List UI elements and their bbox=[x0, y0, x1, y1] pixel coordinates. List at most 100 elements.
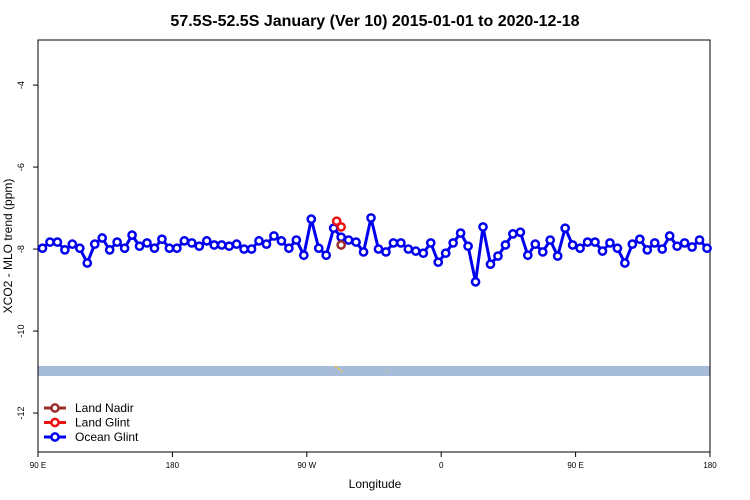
land-strip bbox=[38, 366, 710, 376]
point bbox=[291, 235, 302, 245]
point bbox=[410, 246, 421, 256]
point bbox=[590, 237, 600, 247]
point bbox=[52, 237, 63, 247]
point bbox=[60, 245, 70, 255]
point bbox=[560, 223, 570, 234]
y-tick-label: -8 bbox=[16, 245, 26, 253]
legend-label: Land Nadir bbox=[75, 401, 134, 415]
point bbox=[373, 244, 384, 254]
x-tick-label: 90 W bbox=[297, 461, 316, 470]
land-dot bbox=[386, 370, 388, 372]
point bbox=[455, 228, 466, 238]
point bbox=[194, 241, 205, 252]
point bbox=[515, 227, 526, 238]
point bbox=[672, 241, 682, 252]
point bbox=[620, 258, 630, 268]
point bbox=[396, 238, 406, 248]
point bbox=[276, 236, 287, 246]
x-tick-label: 90 E bbox=[567, 461, 583, 470]
point bbox=[186, 238, 197, 248]
point bbox=[261, 239, 272, 250]
point bbox=[321, 250, 332, 261]
land-dot bbox=[334, 365, 338, 369]
point bbox=[627, 239, 638, 250]
point bbox=[231, 239, 242, 250]
point bbox=[425, 238, 436, 248]
point bbox=[74, 243, 85, 254]
point bbox=[112, 237, 122, 247]
point bbox=[358, 247, 369, 257]
x-axis-label: Longitude bbox=[349, 477, 402, 491]
y-tick-label: -10 bbox=[16, 325, 26, 338]
legend-label: Ocean Glint bbox=[75, 430, 139, 444]
point bbox=[664, 231, 675, 241]
point bbox=[246, 244, 257, 254]
point bbox=[82, 258, 93, 268]
point bbox=[582, 237, 593, 247]
y-tick-label: -4 bbox=[16, 81, 26, 89]
point bbox=[127, 230, 137, 240]
point bbox=[366, 213, 376, 223]
point bbox=[478, 222, 488, 232]
point bbox=[134, 241, 145, 252]
land-dot bbox=[337, 367, 341, 371]
point bbox=[634, 234, 645, 245]
point bbox=[37, 243, 48, 254]
point bbox=[343, 235, 354, 245]
point bbox=[164, 243, 175, 254]
point bbox=[284, 243, 294, 254]
x-tick-label: 0 bbox=[439, 461, 444, 470]
point bbox=[298, 250, 309, 261]
y-axis-label: XCO2 - MLO trend (ppm) bbox=[1, 179, 15, 314]
legend-swatch bbox=[50, 432, 60, 442]
point bbox=[306, 214, 317, 224]
point bbox=[89, 239, 100, 250]
legend-swatch bbox=[50, 417, 60, 428]
point bbox=[149, 243, 160, 254]
point bbox=[336, 222, 346, 232]
point bbox=[687, 242, 697, 252]
point bbox=[201, 236, 212, 246]
x-tick-label: 90 E bbox=[30, 461, 46, 470]
point bbox=[119, 243, 130, 254]
point bbox=[605, 238, 615, 248]
point bbox=[269, 231, 279, 241]
point bbox=[403, 244, 414, 254]
point bbox=[224, 241, 234, 252]
point bbox=[45, 237, 55, 247]
point bbox=[418, 248, 429, 259]
y-tick-label: -6 bbox=[16, 163, 26, 171]
point bbox=[448, 238, 458, 248]
point bbox=[440, 248, 451, 259]
point bbox=[336, 240, 346, 250]
point bbox=[597, 246, 608, 256]
point bbox=[179, 236, 190, 246]
point bbox=[508, 229, 518, 239]
point bbox=[313, 243, 324, 254]
point bbox=[567, 240, 578, 250]
y-tick-label: -12 bbox=[16, 407, 26, 420]
point bbox=[104, 245, 115, 255]
point bbox=[254, 236, 264, 246]
point bbox=[485, 259, 496, 270]
point bbox=[522, 250, 533, 261]
point bbox=[142, 238, 152, 248]
point bbox=[612, 243, 623, 254]
point bbox=[216, 240, 227, 250]
chart-title: 57.5S-52.5S January (Ver 10) 2015-01-01 … bbox=[170, 13, 579, 30]
point bbox=[500, 240, 511, 250]
legend-swatch bbox=[50, 403, 60, 413]
point bbox=[657, 244, 668, 254]
point bbox=[642, 245, 653, 255]
point bbox=[649, 238, 660, 248]
point bbox=[463, 241, 473, 252]
point bbox=[493, 251, 503, 261]
point bbox=[239, 244, 249, 254]
point bbox=[679, 238, 690, 248]
x-tick-label: 180 bbox=[703, 461, 717, 470]
point bbox=[388, 238, 399, 248]
point bbox=[575, 243, 585, 254]
point bbox=[530, 239, 541, 250]
point bbox=[172, 243, 182, 254]
